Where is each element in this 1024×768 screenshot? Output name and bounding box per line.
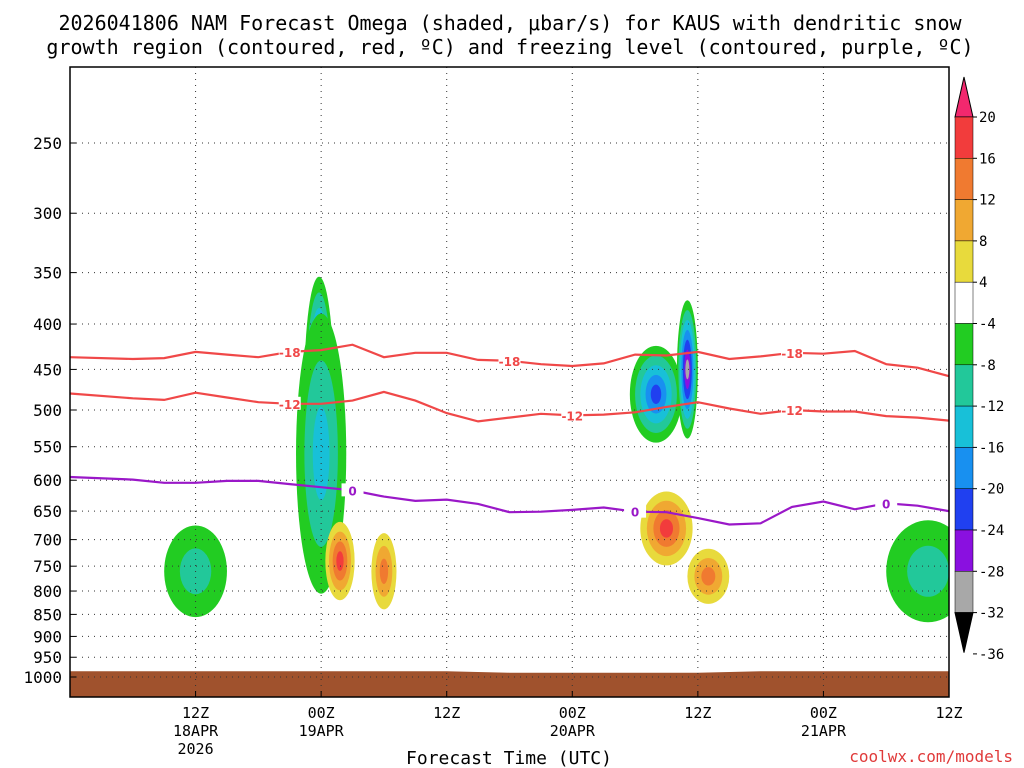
x-tick-label: 00Z xyxy=(559,704,586,722)
omega-cell-10-1 xyxy=(907,545,949,597)
contour-label-bg xyxy=(875,496,898,510)
colorbar-tick-label: 8 xyxy=(979,234,987,250)
y-tick-label: 350 xyxy=(33,264,62,283)
contour-label-bg xyxy=(341,483,364,497)
colorbar-swatch xyxy=(954,158,974,200)
y-tick-label: 850 xyxy=(33,605,62,624)
contour-label: -12 xyxy=(561,409,583,423)
y-tick-label: 700 xyxy=(33,531,62,550)
colorbar-tick-label: -36 xyxy=(979,647,1004,663)
contour-line-0 xyxy=(70,343,949,378)
y-tick-label: 500 xyxy=(33,401,62,420)
colorbar-swatch xyxy=(954,199,974,242)
contour-label: -18 xyxy=(279,346,301,360)
colorbar-swatch xyxy=(954,116,974,159)
contour-label-bg xyxy=(781,403,804,416)
x-tick-label: 12Z xyxy=(935,704,962,722)
contour-label-bg xyxy=(561,408,584,422)
plot-frame xyxy=(69,66,950,698)
x-tick-label: 12Z xyxy=(433,704,460,722)
omega-cell-4-2 xyxy=(379,558,389,584)
colorbar-tick-label: 20 xyxy=(979,110,996,126)
x-tick-label: 12Z xyxy=(684,704,711,722)
x-tick-label: 00Z xyxy=(308,704,335,722)
colorbar-tick-label: 12 xyxy=(979,193,996,209)
pressure-axis: 250 300 350 400 450 500 550 600 650 700 750 800 850 9… xyxy=(23,134,76,687)
contour-line-2 xyxy=(70,475,949,526)
colorbar-tick-label: -12 xyxy=(979,399,1004,415)
chart-title-line1: 2026041806 NAM Forecast Omega (shaded, μ… xyxy=(58,11,962,35)
contour-label-bg xyxy=(624,504,647,518)
x-tick-year: 2026 xyxy=(178,740,214,758)
x-tick-date: 21APR xyxy=(801,722,847,740)
y-tick-label: 600 xyxy=(33,471,62,490)
contour-lines-layer: -18 -18 -18 -12 -12 -12 0 0 0 xyxy=(70,343,949,526)
contour-label: -18 xyxy=(781,347,803,361)
y-tick-label: 900 xyxy=(33,627,62,646)
x-tick-date: 18APR xyxy=(173,722,219,740)
colorbar-swatch xyxy=(954,488,974,531)
contour-label-bg xyxy=(278,396,301,410)
y-tick-label: 1000 xyxy=(23,668,62,687)
omega-cell-2-2 xyxy=(312,406,330,501)
contour-label: -18 xyxy=(499,355,521,369)
colorbar-bottom-arrow xyxy=(954,612,974,653)
contour-label: 0 xyxy=(631,506,639,520)
credit-link[interactable]: coolwx.com/models xyxy=(849,747,1013,766)
colorbar-swatch xyxy=(954,405,974,448)
colorbar-tick-label: 4 xyxy=(979,275,987,291)
colorbar-tick-label: -28 xyxy=(979,564,1004,580)
x-axis-label: Forecast Time (UTC) xyxy=(406,748,612,768)
colorbar-swatch xyxy=(954,571,974,613)
y-tick-label: 400 xyxy=(33,315,62,334)
colorbar-swatch xyxy=(954,240,974,283)
omega-cell-5-4 xyxy=(650,384,662,404)
y-tick-label: 300 xyxy=(33,204,62,223)
chart-title-line2: growth region (contoured, red, ºC) and f… xyxy=(46,35,973,59)
colorbar-tick-label: -8 xyxy=(979,358,996,374)
y-tick-label: 800 xyxy=(33,582,62,601)
contour-label-bg xyxy=(781,345,804,359)
y-tick-label: 250 xyxy=(33,134,62,153)
y-tick-label: 950 xyxy=(33,648,62,667)
x-tick-date: 19APR xyxy=(299,722,345,740)
y-tick-label: 450 xyxy=(33,360,62,379)
colorbar: 20 16 12 8 4 -4 -8 -12 -16 -20 -24 -28 -32 -36 xyxy=(954,76,1004,663)
colorbar-tick-label: -4 xyxy=(979,317,996,333)
y-tick-label: 650 xyxy=(33,502,62,521)
x-tick-label: 12Z xyxy=(182,704,209,722)
y-tick-label: 550 xyxy=(33,438,62,457)
colorbar-tick-label: -24 xyxy=(979,523,1004,539)
contour-label: -12 xyxy=(279,398,301,412)
omega-cell-6-6 xyxy=(685,359,690,380)
colorbar-tick-label: -32 xyxy=(979,606,1004,622)
colorbar-tick-label: -16 xyxy=(979,440,1004,456)
x-tick-label: 00Z xyxy=(810,704,837,722)
contour-label: 0 xyxy=(348,484,356,498)
colorbar-top-arrow xyxy=(954,76,974,118)
colorbar-swatch xyxy=(954,281,974,324)
omega-cell-7-3 xyxy=(659,519,674,538)
omega-cell-3-3 xyxy=(336,551,344,571)
contour-label-bg xyxy=(498,353,521,367)
colorbar-swatch xyxy=(954,447,974,489)
ground-surface xyxy=(70,671,949,697)
contour-label: -12 xyxy=(781,404,803,418)
contour-label-bg xyxy=(278,344,301,358)
colorbar-swatch xyxy=(954,529,974,572)
omega-cell-8-2 xyxy=(701,567,716,586)
colorbar-swatch xyxy=(954,364,974,407)
colorbar-tick-label: 16 xyxy=(979,151,996,167)
omega-shading-layer xyxy=(70,276,949,697)
grid-lines xyxy=(70,67,950,697)
x-tick-date: 20APR xyxy=(550,722,596,740)
contour-line-1 xyxy=(70,390,949,423)
y-tick-label: 750 xyxy=(33,557,62,576)
contour-label: 0 xyxy=(882,497,890,511)
colorbar-swatch xyxy=(954,323,974,366)
colorbar-tick-label: -20 xyxy=(979,482,1004,498)
